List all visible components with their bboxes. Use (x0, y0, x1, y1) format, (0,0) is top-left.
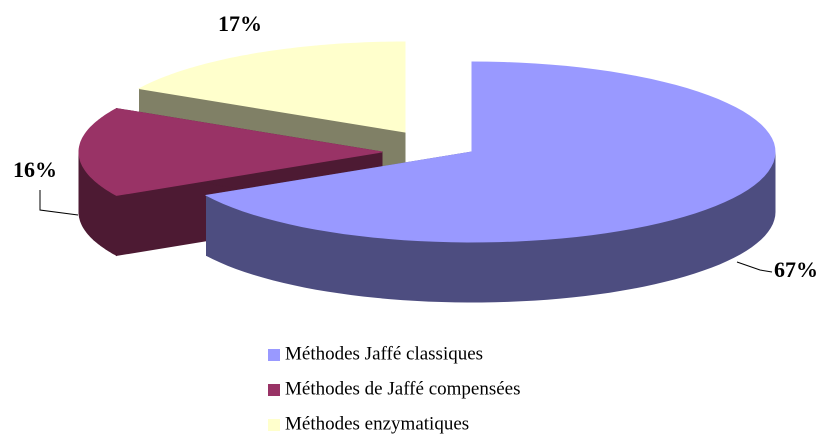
legend-swatch (268, 384, 280, 396)
pie (78, 41, 776, 303)
value-label: 16% (13, 157, 57, 182)
leader-line (736, 261, 773, 273)
slice (204, 61, 776, 243)
legend-label: Méthodes enzymatiques (285, 413, 469, 434)
legend-swatch (268, 349, 280, 361)
value-label: 17% (218, 11, 262, 36)
slice (78, 108, 383, 196)
value-label: 67% (774, 257, 818, 282)
legend-swatch (268, 419, 280, 431)
legend-label: Méthodes Jaffé classiques (285, 343, 483, 364)
leader-line (39, 190, 79, 216)
legend-label: Méthodes de Jaffé compensées (285, 378, 521, 399)
slice (137, 41, 406, 133)
